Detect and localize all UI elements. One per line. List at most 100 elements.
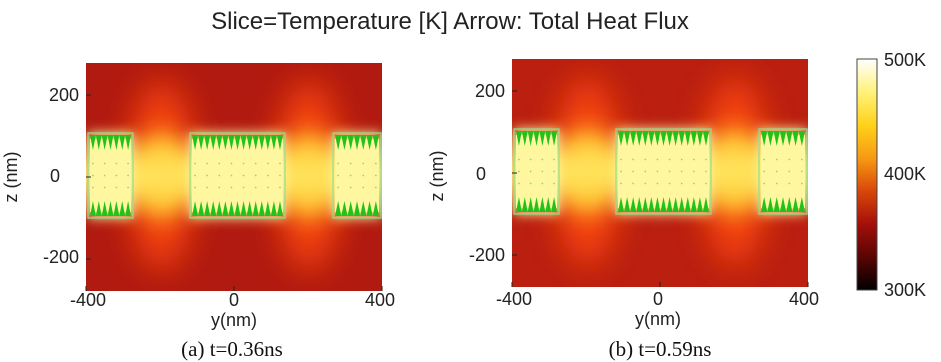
- wire-fill: [335, 139, 379, 212]
- heat-flux-dot: [127, 162, 129, 165]
- heat-flux-arrow: [654, 197, 661, 212]
- heat-flux-arrow: [347, 135, 354, 150]
- heat-flux-dot: [266, 174, 269, 177]
- heat-flux-dot: [620, 182, 622, 185]
- heat-flux-dot: [218, 186, 221, 189]
- wire-fill: [90, 139, 131, 212]
- heat-flux-dot: [362, 174, 365, 177]
- heat-flux-dot: [668, 182, 671, 185]
- wire-segment: [87, 132, 134, 219]
- heat-flux-arrow: [234, 201, 241, 216]
- heat-flux-dot: [680, 170, 683, 173]
- heat-flux-arrow: [690, 197, 697, 212]
- heat-flux-arrow: [240, 201, 247, 216]
- heat-flux-arrow: [95, 201, 102, 216]
- heat-flux-dot: [763, 158, 766, 161]
- heat-flux-dot: [529, 158, 532, 161]
- heat-flux-arrow: [672, 197, 679, 212]
- heatmap-a-wires: [87, 132, 382, 219]
- heat-flux-arrow: [216, 201, 223, 216]
- heat-flux-dot: [115, 174, 118, 177]
- panel-b-xtick-neg400: -400: [496, 289, 532, 309]
- heat-flux-dot: [103, 186, 106, 189]
- heat-flux-arrow: [779, 131, 787, 146]
- wire-fill: [761, 135, 805, 208]
- heat-flux-dot: [279, 186, 281, 189]
- heat-flux-dot: [518, 158, 520, 161]
- heat-flux-arrow: [347, 201, 354, 216]
- heat-flux-dot: [92, 174, 94, 177]
- heat-flux-arrow: [90, 135, 96, 150]
- heat-flux-arrow: [372, 201, 379, 216]
- wire-segment: [332, 132, 382, 219]
- heat-flux-arrow: [335, 201, 342, 216]
- heat-flux-arrow: [125, 201, 131, 216]
- heat-flux-arrow: [533, 197, 540, 212]
- heat-flux-arrow: [204, 201, 211, 216]
- heat-flux-arrow: [366, 135, 373, 150]
- heat-flux-arrow: [792, 131, 799, 146]
- heat-flux-arrow: [516, 197, 522, 212]
- panel-a-ytick-neg200: -200: [43, 247, 79, 267]
- heat-flux-arrow: [276, 135, 283, 150]
- heat-flux-arrow: [353, 201, 361, 216]
- heat-flux-dot: [194, 174, 196, 177]
- heat-flux-dot: [788, 158, 791, 161]
- heat-flux-arrow: [761, 131, 768, 146]
- heat-flux-dot: [775, 182, 778, 185]
- heat-flux-dot: [115, 186, 118, 189]
- heat-flux-arrow: [648, 197, 655, 212]
- heat-flux-arrow: [264, 201, 271, 216]
- heat-flux-arrow: [702, 197, 709, 212]
- heat-flux-arrow: [636, 197, 643, 212]
- wire-segment: [189, 132, 286, 219]
- heat-flux-arrow: [521, 131, 528, 146]
- heat-flux-arrow: [258, 201, 265, 216]
- heat-flux-arrow: [539, 131, 546, 146]
- panel-a-xtick-neg400: -400: [70, 290, 106, 310]
- heat-flux-arrow: [101, 135, 108, 150]
- heat-flux-dot: [337, 186, 340, 189]
- heat-flux-arrow: [107, 135, 114, 150]
- heat-flux-arrow: [270, 201, 277, 216]
- panel-a: [85, 63, 383, 291]
- heat-flux-dot: [374, 174, 377, 177]
- heat-flux-dot: [349, 174, 352, 177]
- heat-flux-dot: [553, 170, 555, 173]
- heat-flux-arrow: [767, 131, 774, 146]
- heat-flux-arrow: [125, 135, 131, 150]
- heat-flux-arrow: [353, 135, 361, 150]
- panel-b-ytick-200: 200: [475, 81, 505, 101]
- heat-flux-arrow: [761, 197, 768, 212]
- heat-flux-dot: [206, 186, 209, 189]
- heat-flux-arrow: [527, 131, 534, 146]
- heat-flux-dot: [92, 162, 94, 165]
- heat-flux-arrow: [660, 131, 667, 146]
- heat-flux-dot: [692, 158, 695, 161]
- heat-flux-dot: [541, 158, 544, 161]
- heat-flux-dot: [620, 158, 622, 161]
- heat-flux-dot: [644, 158, 647, 161]
- heat-flux-arrow: [798, 131, 805, 146]
- panel-a-ylabel: z (nm): [1, 152, 21, 203]
- heat-flux-arrow: [666, 197, 673, 212]
- heat-flux-arrow: [246, 135, 253, 150]
- heat-flux-dot: [800, 182, 803, 185]
- wire-fill: [516, 135, 557, 208]
- heat-flux-arrow: [533, 131, 540, 146]
- heat-flux-arrow: [252, 135, 259, 150]
- heat-flux-arrow: [192, 201, 199, 216]
- heat-flux-dot: [553, 158, 555, 161]
- heat-flux-arrow: [228, 201, 235, 216]
- panel-a-ytick-0: 0: [50, 166, 60, 186]
- heat-flux-arrow: [198, 135, 205, 150]
- heat-flux-arrow: [798, 197, 805, 212]
- heat-flux-arrow: [276, 201, 283, 216]
- heat-flux-arrow: [690, 131, 697, 146]
- heat-flux-dot: [92, 186, 94, 189]
- heat-flux-arrow: [678, 131, 685, 146]
- heat-flux-arrow: [521, 197, 528, 212]
- heat-flux-dot: [194, 162, 196, 165]
- heat-flux-arrow: [672, 131, 679, 146]
